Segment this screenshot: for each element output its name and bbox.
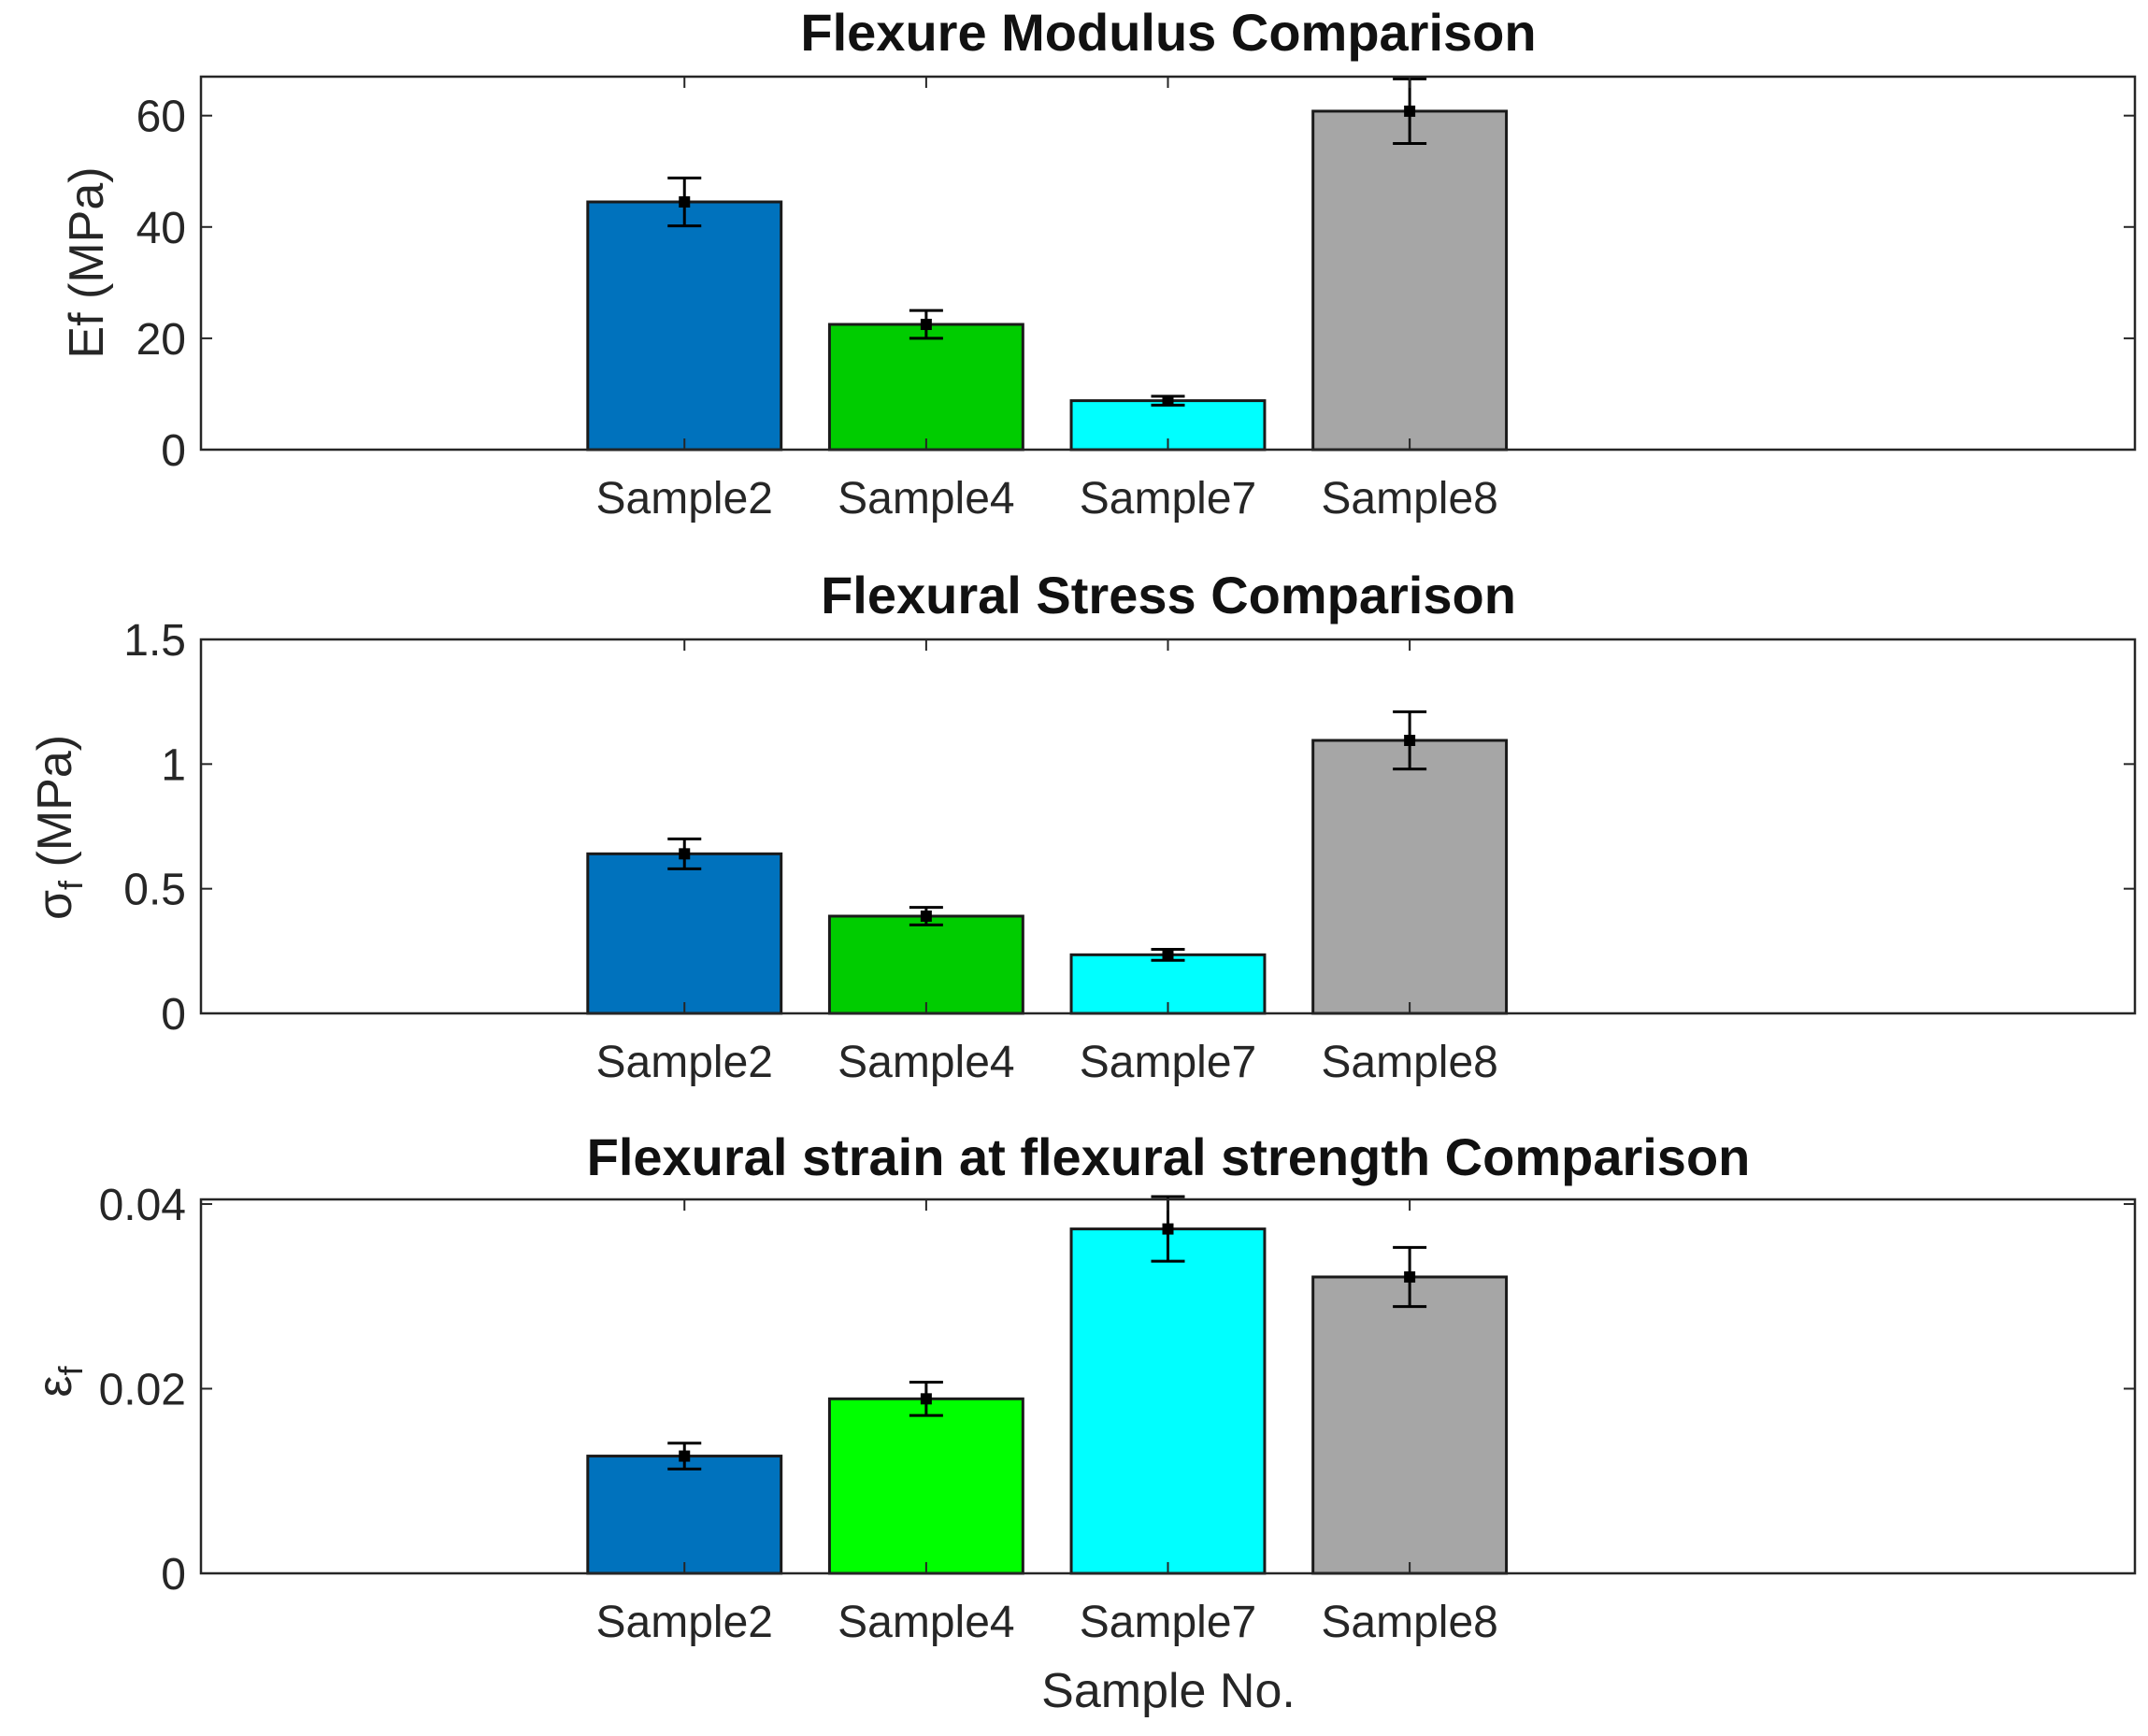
x-tick-label: Sample2 <box>596 1038 773 1087</box>
mean-marker-sample7 <box>1162 1223 1174 1235</box>
axes-frame <box>199 1198 2137 1575</box>
x-tick-label: Sample8 <box>1321 474 1497 524</box>
mean-marker-sample8 <box>1404 1270 1416 1283</box>
mean-marker-sample4 <box>920 1393 932 1405</box>
x-axis-label: Sample No. <box>1041 1664 1296 1718</box>
mean-marker-sample8 <box>1404 105 1416 117</box>
x-tick-label: Sample2 <box>596 474 773 524</box>
mean-marker-sample4 <box>920 319 932 331</box>
bar-sample2 <box>586 852 783 1015</box>
mean-marker-sample2 <box>679 1450 691 1462</box>
x-tick-label: Sample4 <box>838 1598 1014 1647</box>
x-tick-label: Sample7 <box>1080 1598 1256 1647</box>
y-axis-label: Ef (MPa) <box>60 166 114 358</box>
panel-flexural-strain: Flexural strain at flexural strength Com… <box>28 1127 2137 1718</box>
axes: Sample2 Sample4 Sample7 Sample8 0 20 40 60 <box>136 75 2137 524</box>
y-axis-label-subscript: f <box>51 880 90 890</box>
y-tick-label: 0 <box>161 990 186 1040</box>
y-axis-label: σf (MPa) <box>28 735 90 920</box>
bar-sample2 <box>586 200 783 452</box>
bar-sample2 <box>586 1455 783 1575</box>
x-tick-label: Sample7 <box>1080 1038 1256 1087</box>
mean-marker-sample7 <box>1162 949 1174 961</box>
x-tick-label: Sample8 <box>1321 1598 1497 1647</box>
bar-sample8 <box>1311 109 1509 452</box>
bar-sample7 <box>1069 1227 1267 1575</box>
axes: Sample2 Sample4 Sample7 Sample8 0 0.5 1 1.5 <box>123 616 2137 1087</box>
panel-flexure-modulus: Flexure Modulus Comparison Ef (MPa) Samp… <box>60 3 2137 524</box>
axes: Sample2 Sample4 Sample7 Sample8 0 0.02 0.04 <box>99 1181 2137 1647</box>
y-tick-label: 1.5 <box>123 616 186 666</box>
y-tick-label: 0 <box>161 1550 186 1600</box>
bar-sample8 <box>1311 1275 1509 1575</box>
mean-marker-sample7 <box>1162 395 1174 407</box>
mean-marker-sample2 <box>679 195 691 208</box>
x-tick-label: Sample4 <box>838 1038 1014 1087</box>
mean-marker-sample2 <box>679 848 691 860</box>
y-tick-label: 0.5 <box>123 866 186 915</box>
chart-title: Flexural Stress Comparison <box>821 566 1516 624</box>
mean-marker-sample4 <box>920 911 932 922</box>
bar-sample8 <box>1311 739 1509 1015</box>
y-axis-label-subscript: f <box>51 1365 90 1375</box>
axes-frame <box>199 638 2137 1015</box>
chart-title: Flexure Modulus Comparison <box>800 3 1536 62</box>
y-axis-label-unit: (MPa) <box>28 735 82 881</box>
mean-marker-sample8 <box>1404 735 1416 746</box>
y-axis-label-symbol: ε <box>28 1375 82 1397</box>
y-tick-label: 20 <box>136 315 186 365</box>
chart-title: Flexural strain at flexural strength Com… <box>587 1127 1751 1186</box>
y-tick-label: 1 <box>161 740 186 790</box>
y-axis-label: εf <box>28 1365 90 1397</box>
x-tick-label: Sample4 <box>838 474 1014 524</box>
bar-sample4 <box>827 914 1024 1015</box>
panel-flexural-stress: Flexural Stress Comparison σf (MPa) Samp… <box>28 566 2137 1087</box>
bar-sample4 <box>827 323 1024 452</box>
x-tick-label: Sample2 <box>596 1598 773 1647</box>
axes-frame <box>199 75 2137 452</box>
y-tick-label: 40 <box>136 204 186 253</box>
y-tick-label: 0 <box>161 426 186 476</box>
x-tick-label: Sample7 <box>1080 474 1256 524</box>
x-tick-label: Sample8 <box>1321 1038 1497 1087</box>
y-tick-label: 0.04 <box>99 1181 186 1230</box>
bar-sample4 <box>827 1397 1024 1575</box>
y-tick-label: 60 <box>136 93 186 142</box>
y-tick-label: 0.02 <box>99 1365 186 1414</box>
y-axis-label-symbol: σ <box>28 890 82 920</box>
